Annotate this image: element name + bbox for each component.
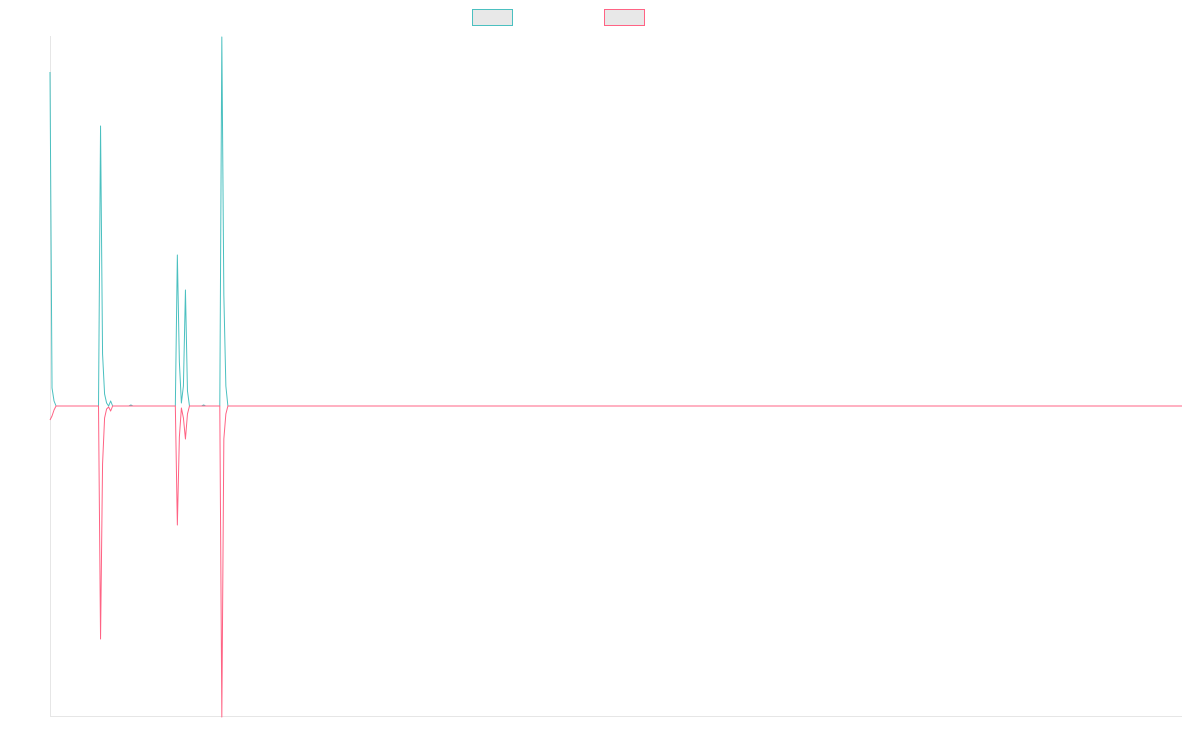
series-line-2 <box>49 405 1182 718</box>
legend-swatch-1[interactable] <box>472 9 513 26</box>
legend-swatch-2[interactable] <box>604 9 645 26</box>
series-line-1 <box>49 36 1182 407</box>
legend <box>472 9 645 26</box>
series-layer <box>49 36 1182 718</box>
